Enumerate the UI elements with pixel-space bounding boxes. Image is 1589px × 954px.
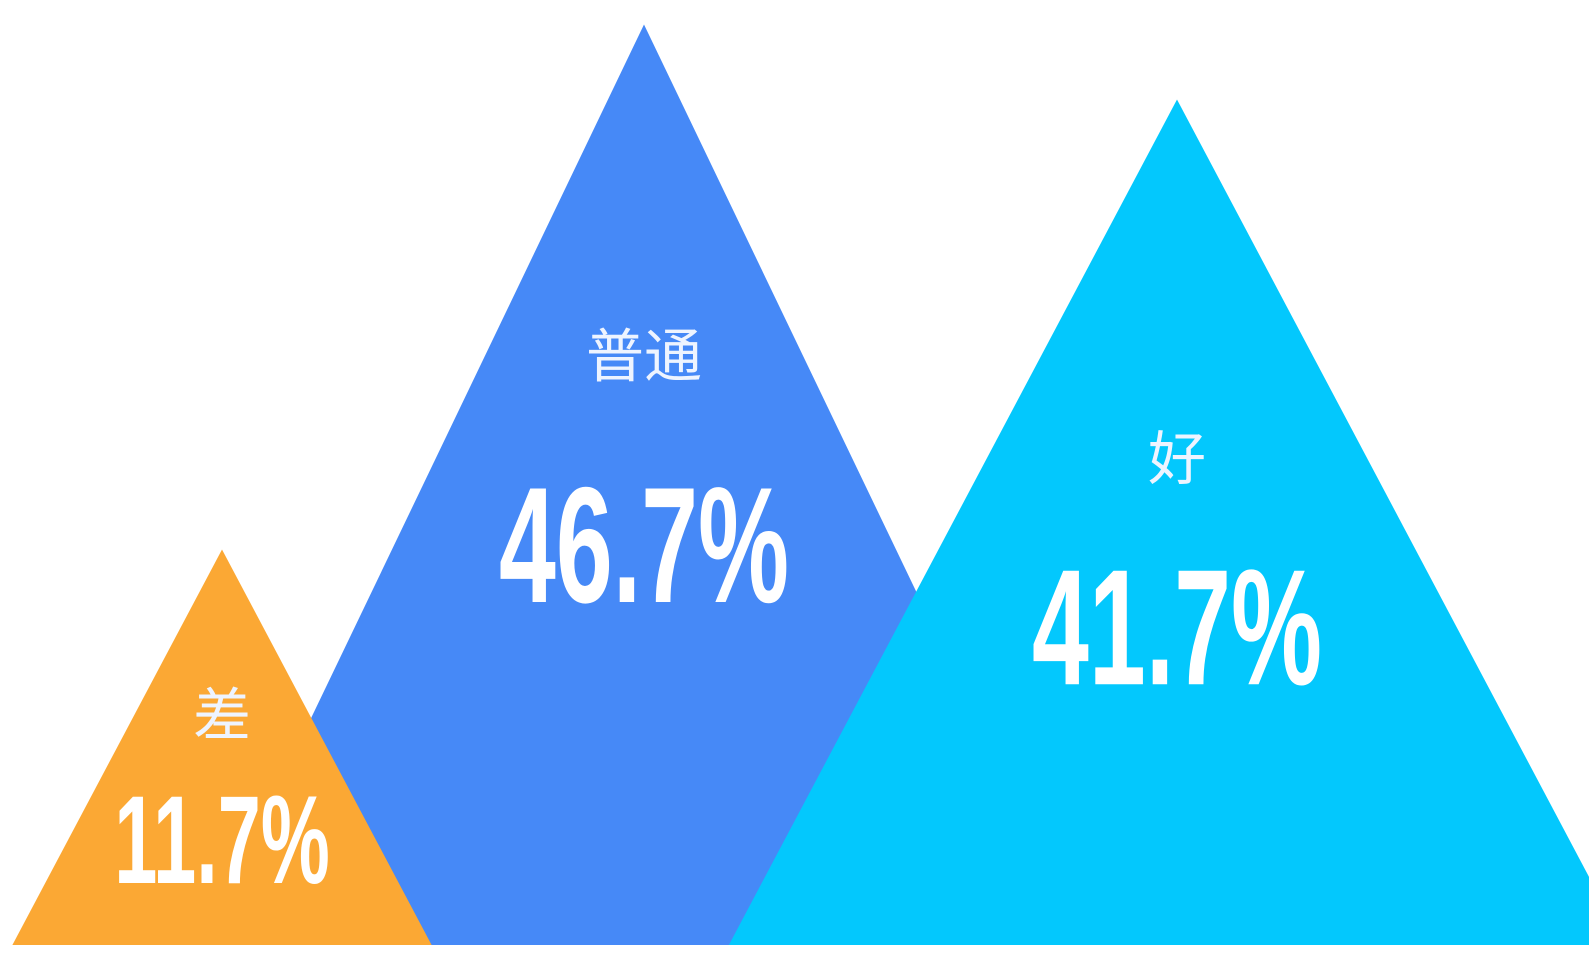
value-label-group: 11.7%: [114, 771, 329, 910]
value-label-group: 41.7%: [1032, 536, 1322, 720]
category-label: 好: [1148, 425, 1206, 493]
value-label: 41.7%: [1032, 536, 1322, 720]
triangle: [12, 549, 432, 945]
category-label: 普通: [586, 323, 702, 391]
value-label-group: 46.7%: [499, 454, 789, 638]
triangle: [728, 99, 1589, 945]
category-label: 差: [193, 682, 251, 750]
value-label: 11.7%: [114, 771, 329, 910]
value-label: 46.7%: [499, 454, 789, 638]
